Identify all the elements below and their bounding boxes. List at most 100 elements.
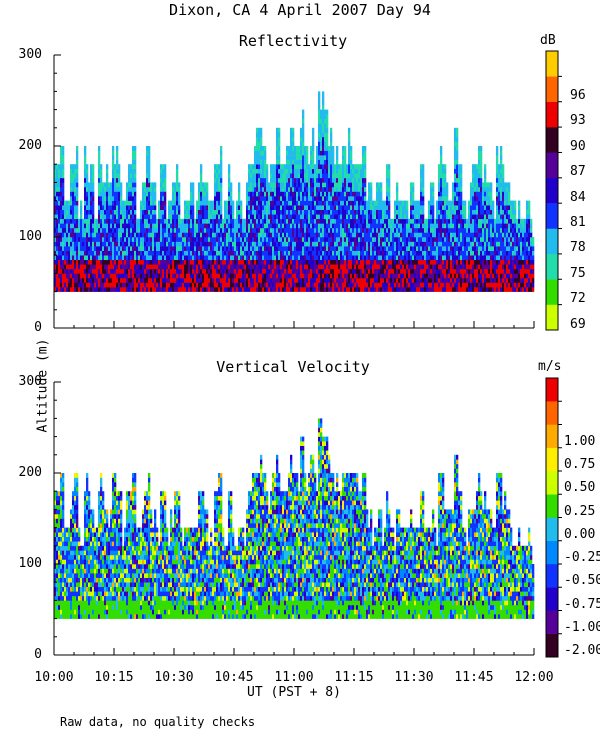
dbz-tick-93: 93: [570, 113, 586, 128]
heatmap-cell: [134, 155, 137, 160]
heatmap-cell: [190, 223, 193, 229]
heatmap-cell: [138, 246, 141, 251]
heatmap-cell: [158, 237, 161, 242]
heatmap-cell: [316, 282, 319, 288]
heatmap-cell: [128, 191, 131, 197]
heatmap-cell: [90, 173, 93, 179]
heatmap-cell: [280, 191, 283, 197]
heatmap-cell: [314, 241, 317, 247]
heatmap-cell: [328, 150, 331, 156]
heatmap-cell: [306, 209, 309, 215]
vel-tick-m1.00: -1.00: [564, 620, 600, 635]
heatmap-cell: [114, 223, 117, 229]
heatmap-cell: [330, 223, 333, 229]
heatmap-cell: [80, 255, 83, 261]
heatmap-cell: [118, 164, 121, 170]
heatmap-cell: [360, 218, 363, 224]
heatmap-cell: [434, 282, 437, 288]
heatmap-cell: [148, 282, 151, 288]
heatmap-cell: [80, 287, 83, 292]
heatmap-cell: [232, 264, 235, 270]
heatmap-cell: [266, 241, 269, 247]
heatmap-cell: [376, 259, 379, 265]
heatmap-cell: [270, 232, 273, 238]
heatmap-cell: [294, 237, 297, 242]
heatmap-cell: [58, 227, 61, 233]
heatmap-cell: [110, 186, 113, 192]
heatmap-cell: [350, 173, 353, 179]
heatmap-cell: [118, 227, 121, 233]
heatmap-cell: [186, 264, 189, 270]
heatmap-cell: [340, 177, 343, 183]
heatmap-cell: [430, 191, 433, 197]
heatmap-cell: [200, 232, 203, 238]
heatmap-cell: [226, 218, 229, 224]
heatmap-cell: [126, 259, 129, 265]
heatmap-cell: [70, 209, 73, 215]
heatmap-cell: [338, 227, 341, 233]
heatmap-cell: [330, 250, 333, 256]
heatmap-cell: [316, 205, 319, 210]
heatmap-cell: [150, 209, 153, 215]
heatmap-cell: [122, 282, 125, 288]
heatmap-cell: [318, 150, 321, 156]
heatmap-cell: [66, 209, 69, 215]
heatmap-cell: [118, 223, 121, 229]
heatmap-cell: [96, 237, 99, 242]
heatmap-cell: [422, 209, 425, 215]
heatmap-cell: [164, 268, 167, 274]
heatmap-cell: [72, 227, 75, 233]
heatmap-cell: [226, 223, 229, 229]
heatmap-cell: [140, 205, 143, 210]
heatmap-cell: [158, 255, 161, 261]
heatmap-cell: [172, 218, 175, 224]
heatmap-cell: [70, 232, 73, 238]
heatmap-cell: [398, 255, 401, 261]
heatmap-cell: [432, 259, 435, 265]
heatmap-cell: [322, 205, 325, 210]
heatmap-cell: [296, 159, 299, 165]
heatmap-cell: [260, 223, 263, 229]
heatmap-cell: [384, 218, 387, 224]
heatmap-cell: [372, 209, 375, 215]
heatmap-cell: [306, 273, 309, 279]
heatmap-cell: [172, 259, 175, 265]
heatmap-cell: [348, 196, 351, 201]
heatmap-cell: [318, 127, 321, 133]
heatmap-cell: [70, 186, 73, 192]
heatmap-cell: [186, 255, 189, 261]
heatmap-cell: [154, 250, 157, 256]
heatmap-cell: [362, 196, 365, 201]
heatmap-cell: [358, 273, 361, 279]
heatmap-cell: [240, 250, 243, 256]
heatmap-cell: [300, 232, 303, 238]
heatmap-cell: [162, 205, 165, 210]
heatmap-cell: [260, 196, 263, 201]
heatmap-cell: [236, 200, 239, 206]
heatmap-cell: [356, 186, 359, 192]
heatmap-cell: [388, 237, 391, 242]
heatmap-cell: [288, 232, 291, 238]
heatmap-cell: [424, 287, 427, 292]
heatmap-cell: [284, 264, 287, 270]
heatmap-cell: [104, 250, 107, 256]
heatmap-cell: [426, 255, 429, 261]
heatmap-cell: [68, 209, 71, 215]
heatmap-cell: [92, 273, 95, 279]
heatmap-cell: [298, 205, 301, 210]
heatmap-cell: [404, 287, 407, 292]
heatmap-cell: [296, 255, 299, 261]
heatmap-cell: [400, 205, 403, 210]
heatmap-cell: [302, 109, 305, 115]
heatmap-cell: [120, 250, 123, 256]
heatmap-cell: [224, 246, 227, 251]
heatmap-cell: [220, 241, 223, 247]
heatmap-cell: [428, 277, 431, 283]
heatmap-cell: [242, 246, 245, 251]
heatmap-cell: [116, 164, 119, 170]
heatmap-cell: [250, 268, 253, 274]
heatmap-cell: [278, 209, 281, 215]
heatmap-cell: [314, 196, 317, 201]
heatmap-cell: [120, 259, 123, 265]
heatmap-cell: [366, 200, 369, 206]
